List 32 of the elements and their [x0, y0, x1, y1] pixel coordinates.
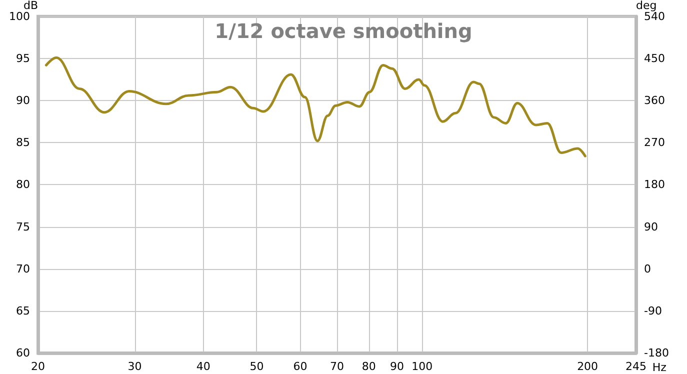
y-tick-label: 80	[16, 178, 30, 192]
y-tick-label: 90	[16, 94, 30, 108]
x-tick-label: 90	[390, 360, 404, 373]
y2-tick-label: 90	[644, 220, 658, 234]
y2-axis-title: deg	[636, 0, 657, 12]
x-tick-label: 20	[31, 360, 45, 373]
y2-tick-label: 180	[644, 178, 665, 192]
y2-tick-label: 360	[644, 94, 665, 108]
y2-tick-label: -180	[644, 346, 669, 360]
x-tick-label: 50	[250, 360, 264, 373]
y-tick-label: 65	[16, 304, 30, 318]
x-tick-label: 30	[128, 360, 142, 373]
x-tick-label: 100	[412, 360, 433, 373]
x-tick-label: 40	[196, 360, 210, 373]
y2-tick-label: 450	[644, 52, 665, 65]
x-axis-title: Hz	[652, 361, 667, 374]
x-tick-label: 70	[330, 360, 344, 373]
y-tick-label: 70	[16, 262, 30, 276]
y2-tick-label: 270	[644, 136, 665, 150]
y-tick-label: 85	[16, 136, 30, 150]
y-tick-label: 75	[16, 220, 30, 234]
y2-tick-label: -90	[644, 304, 662, 318]
y-tick-label: 95	[16, 52, 30, 65]
x-tick-label: 245	[626, 360, 646, 373]
y-tick-label: 60	[16, 346, 30, 360]
x-tick-label: 60	[293, 360, 308, 373]
x-tick-label: 200	[577, 360, 598, 373]
chart-title: 1/12 octave smoothing	[214, 19, 472, 43]
x-tick-label: 80	[362, 360, 376, 373]
y2-tick-label: 0	[644, 262, 651, 276]
y-axis-title: dB	[23, 0, 38, 12]
y-tick-label: 100	[9, 10, 30, 23]
